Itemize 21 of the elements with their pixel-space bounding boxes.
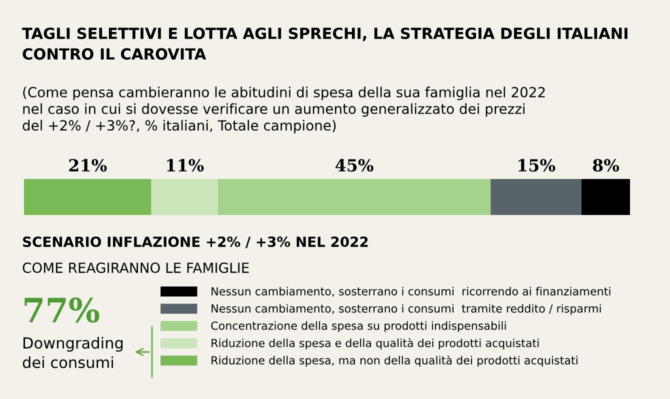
data-label: 15%	[518, 158, 556, 172]
text: COME REAGIRANNO LE FAMIGLIE	[22, 262, 249, 274]
chart-title: TAGLI SELETTIVI E LOTTA AGLI SPRECHI, LA STRATEGIA DEGLI ITALIANI CONTRO IL CAROVITA	[22, 28, 628, 60]
legend-label: Nessun cambiamento, sosterrano i consumi tramite reddito / risparmi	[212, 304, 601, 315]
text: Downgrading dei consumi	[22, 336, 123, 368]
bar	[151, 179, 218, 215]
data-label: 8%	[592, 158, 620, 172]
legend-label: Nessun cambiamento, sosterrano i consumi ricorrendo ai finanziamenti	[212, 286, 610, 297]
data-label: 11%	[167, 158, 204, 172]
legend-label: Riduzione della spesa e della qualità dei prodotti acquistati	[212, 338, 539, 350]
text: 77%	[24, 297, 100, 323]
data-label: 45%	[335, 158, 374, 172]
bar	[218, 179, 491, 215]
legend-label: Concentrazione della spesa su prodotti indispensabili	[211, 321, 506, 332]
chart-subtitle: (Come pensa cambieranno le abitudini di spesa della sua famiglia nel 2022 nel caso in cui si dovesse verificare un aumento generalizzato dei prezzi del +2% / +3%?, % italiani, Totale campione)	[22, 86, 545, 134]
legend-label: Riduzione della spesa, ma non della qualità dei prodotti acquistati	[212, 355, 578, 367]
bar	[24, 179, 152, 215]
bar	[582, 179, 630, 215]
text: SCENARIO INFLAZIONE +2% / +3% NEL 2022	[22, 236, 368, 248]
bar	[490, 179, 582, 215]
data-label: 21%	[69, 158, 107, 172]
